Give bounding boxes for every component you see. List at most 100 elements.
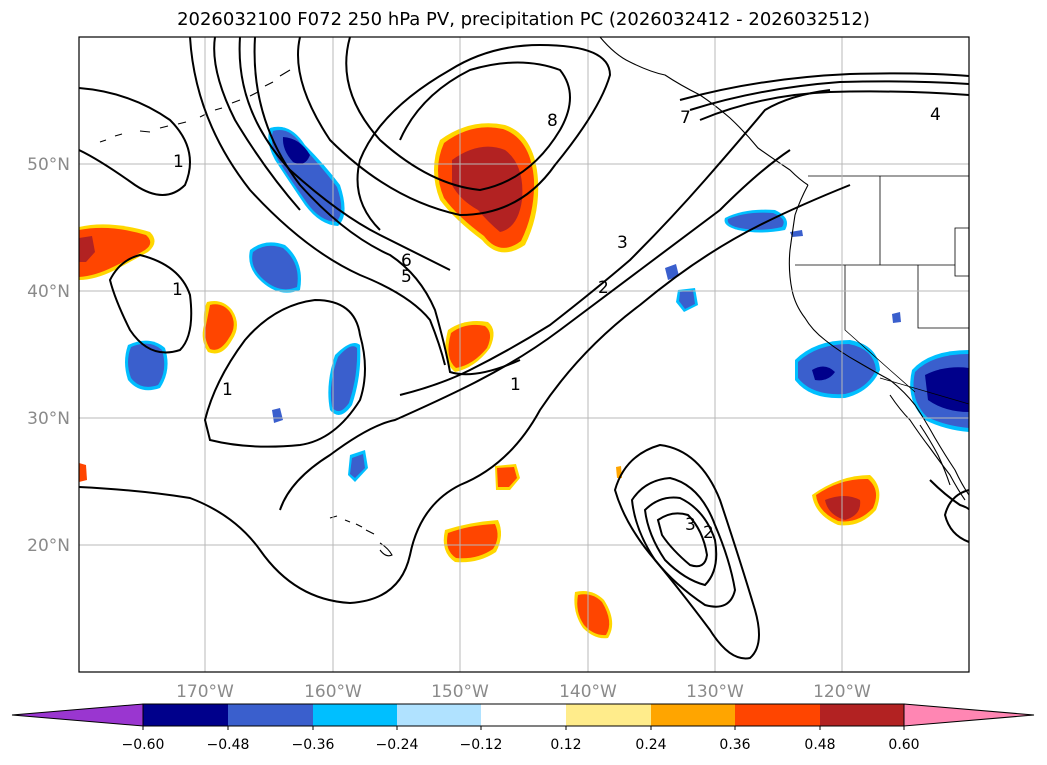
lon-label: 130°W bbox=[686, 682, 744, 702]
colorbar-tick-label: 0.12 bbox=[550, 737, 581, 753]
colorbar-segment bbox=[820, 704, 904, 726]
contour-label: 8 bbox=[547, 111, 558, 131]
contour-label: 6 bbox=[401, 251, 412, 271]
precip-anomaly-positive bbox=[448, 324, 491, 368]
lon-label: 160°W bbox=[304, 682, 362, 702]
colorbar-tick-label: −0.12 bbox=[460, 737, 503, 753]
baja-california bbox=[889, 394, 966, 501]
pv-contours bbox=[79, 37, 969, 660]
map-title: 2026032100 F072 250 hPa PV, precipitatio… bbox=[177, 9, 870, 30]
pv-contour-sub-4 bbox=[656, 512, 709, 568]
colorbar-tick-label: −0.60 bbox=[122, 737, 165, 753]
colorbar-tick-label: −0.24 bbox=[376, 737, 419, 753]
gulf-of-california bbox=[919, 424, 951, 486]
lat-label: 20°N bbox=[27, 536, 70, 556]
contour-label: 3 bbox=[617, 233, 628, 253]
colorbar-tick-label: −0.36 bbox=[292, 737, 335, 753]
north-america-coast bbox=[788, 184, 969, 496]
precip-anomaly-negative bbox=[252, 245, 298, 290]
ca-nv-border bbox=[844, 265, 916, 393]
lon-label: 120°W bbox=[813, 682, 871, 702]
colorbar-segment bbox=[651, 704, 735, 726]
pv-contour-6-east bbox=[679, 72, 969, 101]
pv-contour-labels: 1 1 1 1 2 3 4 5 6 7 8 2 3 bbox=[172, 105, 941, 543]
precip-anomaly-positive bbox=[79, 227, 151, 277]
colorbar-segment bbox=[397, 704, 481, 726]
precip-negative-fills bbox=[125, 126, 969, 482]
precip-anomaly-strong bbox=[825, 496, 861, 520]
latitude-labels: 50°N 40°N 30°N 20°N bbox=[27, 155, 70, 556]
precip-anomaly-positive bbox=[497, 467, 517, 487]
pv-contour-east-2 bbox=[943, 489, 969, 543]
lon-label: 150°W bbox=[431, 682, 489, 702]
colorbar-segment bbox=[735, 704, 820, 726]
colorbar-tick-label: 0.36 bbox=[719, 737, 750, 753]
colorbar-tick-label: −0.48 bbox=[207, 737, 250, 753]
contour-label: 5 bbox=[401, 267, 412, 287]
precip-anomaly-negative bbox=[679, 290, 695, 309]
aleutian-islands bbox=[99, 69, 291, 143]
colorbar-tick-label: 0.24 bbox=[635, 737, 666, 753]
contour-label: 7 bbox=[680, 108, 691, 128]
precip-anomaly-negative bbox=[790, 230, 803, 237]
pv-contour-sub-3 bbox=[643, 496, 718, 587]
colorbar-segment bbox=[228, 704, 313, 726]
pv-contour-8-ridge bbox=[297, 37, 612, 231]
lon-label: 140°W bbox=[559, 682, 617, 702]
pv-contour-1-left bbox=[108, 253, 193, 354]
precip-anomaly-negative bbox=[330, 346, 358, 412]
contour-label: 3 bbox=[685, 515, 696, 535]
interior-border bbox=[954, 227, 969, 277]
pv-contour-east-1 bbox=[929, 479, 969, 511]
pv-contour-trough bbox=[253, 37, 521, 376]
graticule bbox=[79, 37, 969, 672]
pv-contour-1-loop-nw bbox=[213, 37, 301, 211]
pv-contour-7 bbox=[345, 37, 571, 192]
pv-contour-sub-2 bbox=[630, 476, 737, 608]
precip-anomaly-negative bbox=[272, 408, 283, 423]
pv-contour-6 bbox=[238, 37, 451, 271]
pv-contour-1-central bbox=[203, 298, 366, 448]
pv-contour-2 bbox=[279, 149, 791, 511]
pv-contour-3 bbox=[399, 89, 831, 396]
colorbar-tick-label: 0.48 bbox=[804, 737, 835, 753]
contour-label: 4 bbox=[930, 105, 941, 125]
contour-label: 1 bbox=[222, 380, 233, 400]
precip-anomaly-strong bbox=[79, 236, 95, 262]
pv-contour-5-east bbox=[689, 80, 969, 111]
contour-label: 1 bbox=[173, 152, 184, 172]
colorbar-segment bbox=[143, 704, 228, 726]
colorbar-tick-label: 0.60 bbox=[888, 737, 919, 753]
precip-anomaly-negative bbox=[128, 343, 165, 387]
map-frame bbox=[78, 36, 970, 673]
precip-anomaly-negative bbox=[727, 212, 784, 230]
contour-label: 2 bbox=[598, 278, 609, 298]
contour-label: 1 bbox=[510, 375, 521, 395]
contour-label: 1 bbox=[172, 280, 183, 300]
pv-contour-1-west bbox=[79, 87, 191, 196]
political-borders bbox=[795, 175, 969, 405]
us-mexico-border bbox=[879, 377, 969, 405]
lat-label: 30°N bbox=[27, 409, 70, 429]
colorbar-max-extend bbox=[903, 703, 1035, 727]
precip-anomaly-positive bbox=[79, 463, 87, 482]
colorbar-segment bbox=[313, 704, 397, 726]
precip-anomaly-negative bbox=[350, 454, 365, 478]
precip-anomaly-positive bbox=[577, 594, 610, 636]
pv-contour-5 bbox=[189, 37, 446, 366]
precip-anomaly-negative bbox=[798, 344, 876, 395]
pv-contour-1-south bbox=[79, 184, 851, 605]
colorbar-min-extend bbox=[11, 703, 144, 727]
colorbar: −0.60 −0.48 −0.36 −0.24 −0.12 0.12 0.24 … bbox=[11, 703, 1035, 753]
precip-anomaly-positive bbox=[205, 304, 234, 350]
longitude-labels: 170°W 160°W 150°W 140°W 130°W 120°W bbox=[176, 682, 871, 702]
precip-anomaly-strong-negative bbox=[812, 366, 835, 381]
state-border bbox=[795, 176, 969, 329]
contour-label: 2 bbox=[703, 523, 714, 543]
pv-contour-4-east bbox=[699, 90, 969, 121]
precip-anomaly-negative bbox=[892, 312, 901, 323]
colorbar-segment bbox=[566, 704, 651, 726]
lat-label: 50°N bbox=[27, 155, 70, 175]
lon-label: 170°W bbox=[176, 682, 234, 702]
